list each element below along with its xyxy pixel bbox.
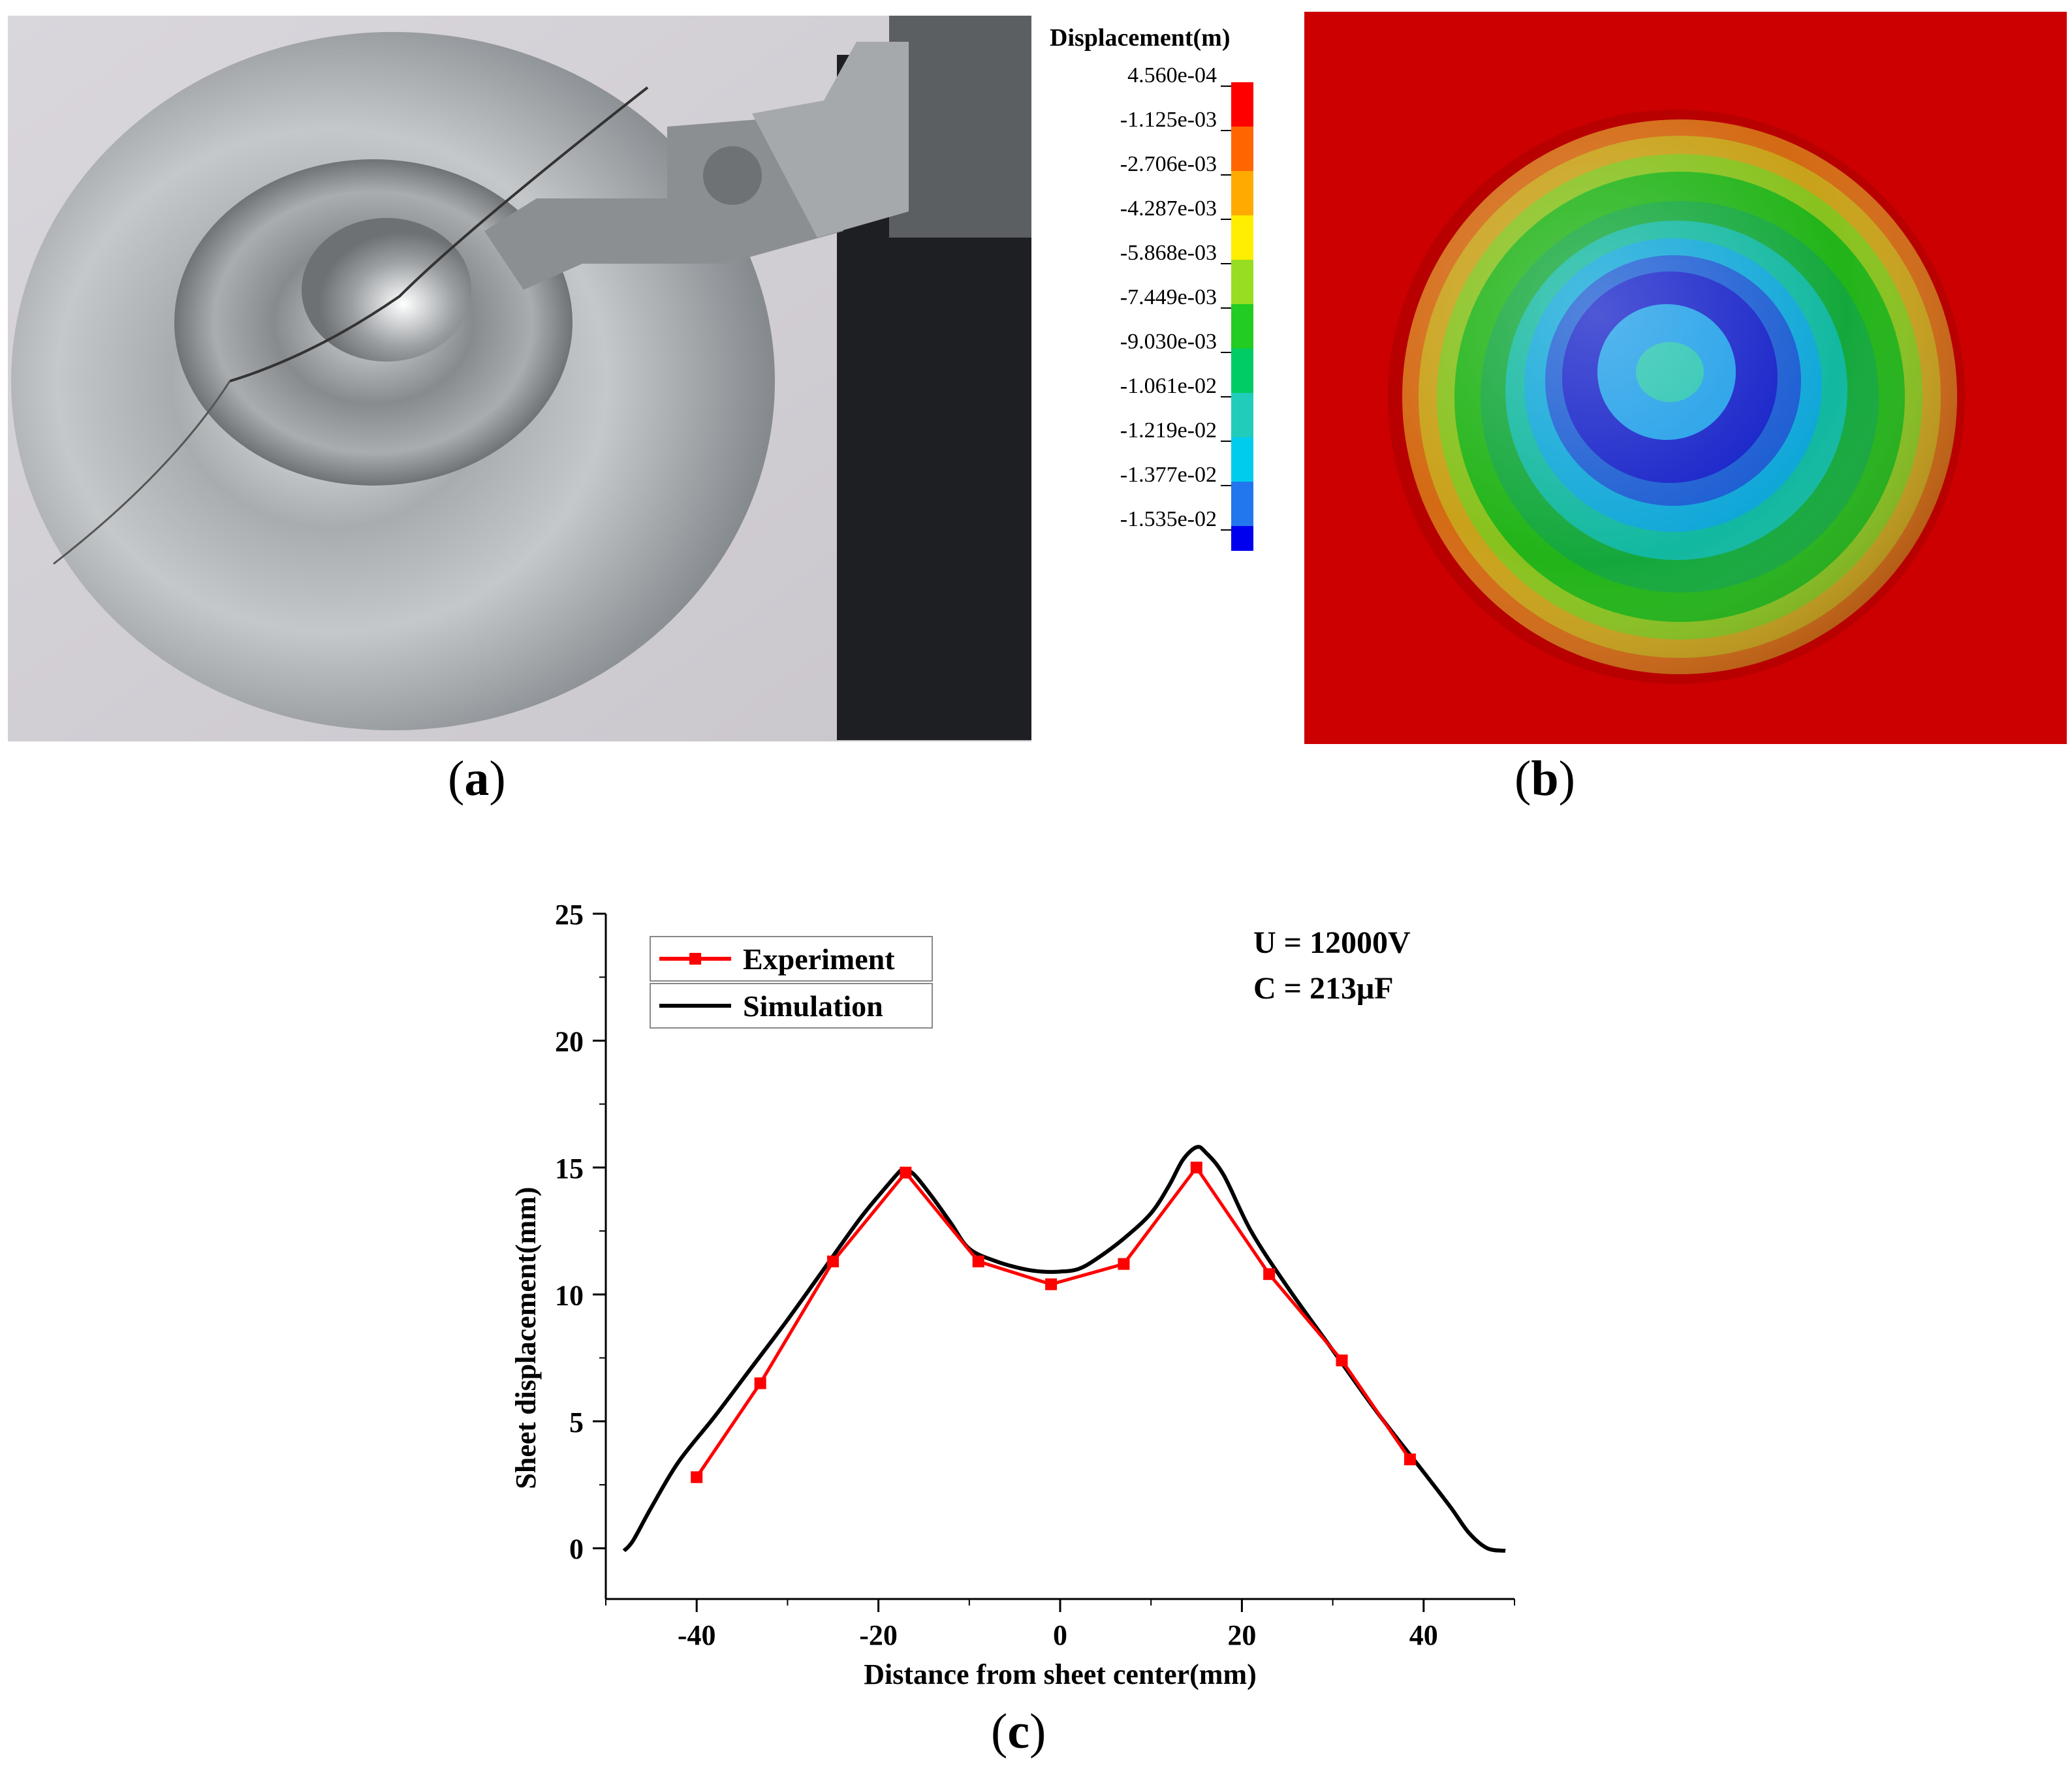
caption-c-letter: c	[1007, 1704, 1030, 1759]
legend-swatch-marker	[689, 953, 701, 965]
experiment-point	[1336, 1354, 1348, 1367]
y-tick-label: 10	[555, 1279, 584, 1311]
experiment-point	[1404, 1453, 1416, 1466]
colorbar-label: -1.535e-02	[1120, 507, 1217, 531]
colorbar-label: -1.219e-02	[1120, 418, 1217, 442]
experiment-point	[900, 1166, 912, 1179]
colorbar-segment	[1231, 127, 1253, 171]
colorbar-segment	[1231, 82, 1253, 127]
y-tick-label: 0	[569, 1533, 584, 1565]
colorbar-segment	[1231, 526, 1253, 570]
colorbar-segment	[1231, 482, 1253, 526]
y-tick-label: 5	[569, 1406, 584, 1438]
colorbar-title: Displacement(m)	[1050, 24, 1230, 52]
caption-a-open: (	[448, 751, 465, 806]
y-tick-label: 15	[555, 1153, 584, 1185]
experiment-point	[1045, 1278, 1058, 1290]
colorbar-segment	[1231, 215, 1253, 260]
colorbar-label: -1.377e-02	[1120, 463, 1217, 487]
x-axis-label: Distance from sheet center(mm)	[864, 1658, 1257, 1690]
colorbar-segment	[1231, 393, 1253, 437]
caption-c-open: (	[991, 1704, 1008, 1759]
colorbar-segment	[1231, 260, 1253, 304]
colorbar-label: -1.061e-02	[1120, 374, 1217, 398]
caption-b-letter: b	[1531, 751, 1559, 806]
displacement-chart: 0 5 10 15 20 25 -40 -20 0 20 40 Experiment Simulati…	[510, 899, 1515, 1690]
caption-c-close: )	[1029, 1704, 1046, 1759]
chart-axes: 0 5 10 15 20 25 -40 -20 0 20 40	[555, 899, 1515, 1651]
colorbar-label: -2.706e-03	[1120, 152, 1217, 176]
formed-sheet-photo-graphic	[8, 16, 1033, 741]
caption-b-close: )	[1558, 751, 1575, 806]
displacement-colorbar: Displacement(m) 4.560e-04 -1.125e-03 -2.70…	[1044, 16, 1293, 570]
colorbar-label: -7.449e-03	[1120, 285, 1217, 309]
experiment-point	[754, 1377, 766, 1390]
annotation-capacitance: C = 213μF	[1253, 971, 1394, 1006]
caption-b-open: (	[1515, 751, 1531, 806]
chart-legend: Experiment Simulation	[650, 936, 933, 1029]
x-tick-label: 0	[1053, 1619, 1067, 1651]
colorbar-label: -5.868e-03	[1120, 241, 1217, 265]
simulation-contour	[1304, 12, 2067, 744]
colorbar-label: -9.030e-03	[1120, 330, 1217, 354]
caption-a-letter: a	[464, 751, 490, 806]
annotation-voltage: U = 12000V	[1253, 925, 1411, 960]
experiment-point	[691, 1471, 703, 1483]
legend-label: Experiment	[743, 942, 895, 976]
colorbar-segment	[1231, 304, 1253, 349]
colorbar-graphic: Displacement(m) 4.560e-04 -1.125e-03 -2.70…	[1050, 24, 1253, 570]
colorbar-label: 4.560e-04	[1127, 63, 1217, 87]
x-tick-label: -40	[678, 1619, 716, 1651]
caption-a: (a)	[448, 751, 506, 807]
y-tick-label: 25	[555, 899, 584, 931]
colorbar-segment	[1231, 437, 1253, 482]
colorbar-segment	[1231, 171, 1253, 215]
experiment-point	[827, 1255, 839, 1267]
colorbar-label: -1.125e-03	[1120, 108, 1217, 132]
experiment-point	[1263, 1268, 1276, 1281]
legend-label: Simulation	[743, 989, 883, 1023]
experiment-point	[1190, 1161, 1202, 1173]
x-tick-label: 40	[1409, 1619, 1438, 1651]
caption-b: (b)	[1515, 751, 1575, 807]
caption-a-close: )	[489, 751, 506, 806]
simulation-line	[622, 1145, 1506, 1553]
simulation-contour-graphic	[1304, 12, 2067, 744]
experiment-point	[972, 1255, 984, 1267]
formed-sheet-photo	[8, 16, 1033, 741]
caption-c: (c)	[991, 1703, 1046, 1760]
x-tick-label: 20	[1227, 1619, 1256, 1651]
chart-series	[622, 1145, 1506, 1553]
y-axis-label: Sheet displacement(mm)	[510, 1187, 542, 1489]
x-tick-label: -20	[859, 1619, 898, 1651]
colorbar-label: -4.287e-03	[1120, 196, 1217, 221]
experiment-point	[1118, 1258, 1130, 1270]
experiment-line	[695, 1164, 1411, 1478]
colorbar-segment	[1231, 349, 1253, 393]
y-tick-label: 20	[555, 1025, 584, 1057]
